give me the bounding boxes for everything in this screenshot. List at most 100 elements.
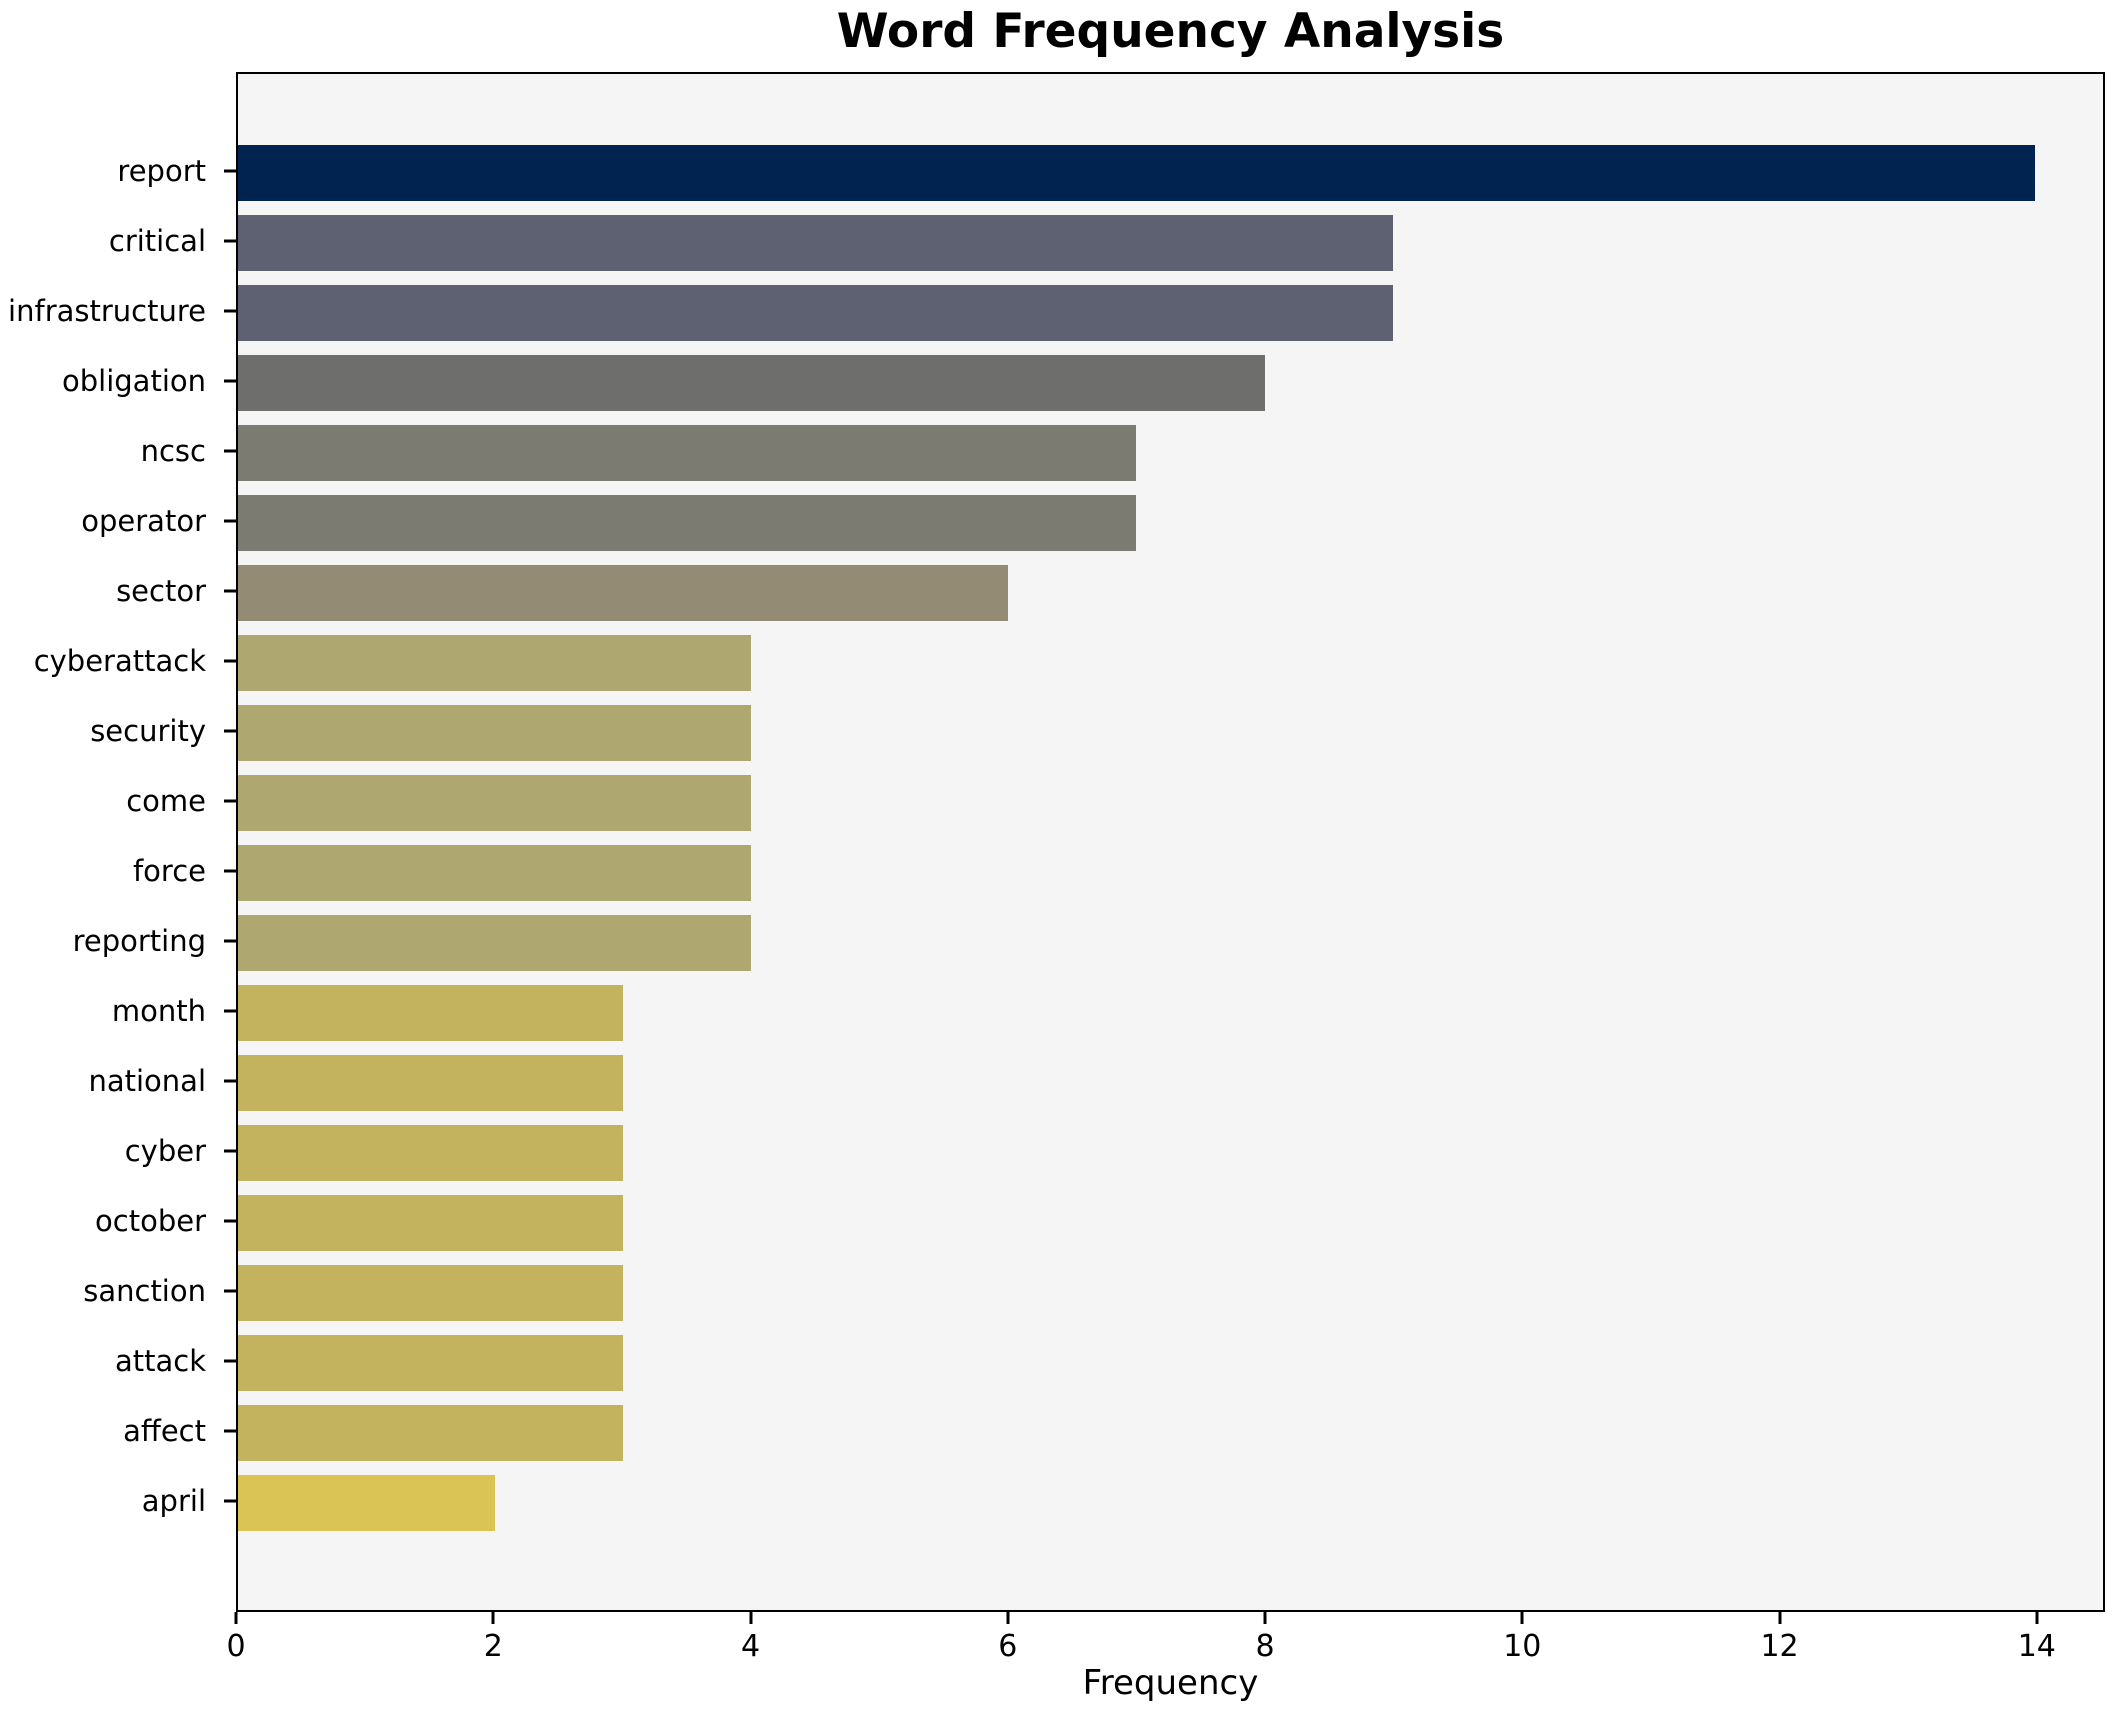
y-tick-mark: [224, 449, 236, 453]
y-tick-mark: [224, 799, 236, 803]
chart-title: Word Frequency Analysis: [836, 4, 1505, 59]
y-tick-mark: [224, 239, 236, 243]
bar-row-april: [238, 1468, 2103, 1538]
bar-april: [238, 1475, 495, 1531]
bar-security: [238, 705, 752, 761]
bar-row-operator: [238, 488, 2103, 558]
bar-row-sector: [238, 558, 2103, 628]
bar-sector: [238, 565, 1009, 621]
bar-attack: [238, 1335, 624, 1391]
bar-row-come: [238, 768, 2103, 838]
y-tick-label-attack: attack: [114, 1344, 206, 1378]
x-axis: 0 2 4 6 8 10 12 14: [226, 1612, 2105, 1722]
bar-cyberattack: [238, 635, 752, 691]
y-tick-mark: [224, 1359, 236, 1363]
bar-row-month: [238, 978, 2103, 1048]
y-tick-label-april: april: [141, 1484, 206, 1518]
x-tick-label-12: 12: [1760, 1629, 1799, 1664]
y-tick-label-sector: sector: [116, 574, 206, 608]
y-tick-mark: [224, 309, 236, 313]
bar-come: [238, 775, 752, 831]
bar-obligation: [238, 355, 1265, 411]
x-tick-mark: [1778, 1612, 1782, 1624]
bar-national: [238, 1055, 624, 1111]
y-axis: report critical infrastructure obligation nc…: [0, 72, 236, 1612]
y-tick-mark: [224, 589, 236, 593]
y-tick-label-national: national: [88, 1064, 206, 1098]
x-tick-label-6: 6: [998, 1629, 1018, 1664]
y-tick-label-reporting: reporting: [72, 924, 206, 958]
bar-reporting: [238, 915, 752, 971]
y-tick-mark: [224, 169, 236, 173]
x-tick-mark: [1006, 1612, 1010, 1624]
bar-sanction: [238, 1265, 624, 1321]
bar-row-report: [238, 138, 2103, 208]
y-tick-label-critical: critical: [108, 224, 206, 258]
bar-row-security: [238, 698, 2103, 768]
y-tick-mark: [224, 729, 236, 733]
y-tick-label-infrastructure: infrastructure: [8, 294, 206, 328]
x-tick-label-8: 8: [1255, 1629, 1275, 1664]
bar-row-attack: [238, 1328, 2103, 1398]
x-tick-mark: [1263, 1612, 1267, 1624]
bar-critical: [238, 215, 1394, 271]
x-tick-label-14: 14: [2017, 1629, 2056, 1664]
y-tick-label-come: come: [126, 784, 206, 818]
y-tick-mark: [224, 1289, 236, 1293]
bar-row-national: [238, 1048, 2103, 1118]
y-tick-label-affect: affect: [123, 1414, 206, 1448]
y-tick-mark: [224, 1219, 236, 1223]
y-tick-label-ncsc: ncsc: [140, 434, 206, 468]
bar-row-infrastructure: [238, 278, 2103, 348]
y-tick-label-cyberattack: cyberattack: [33, 644, 206, 678]
bar-operator: [238, 495, 1137, 551]
y-tick-mark: [224, 1429, 236, 1433]
y-tick-mark: [224, 1149, 236, 1153]
bar-row-cyber: [238, 1118, 2103, 1188]
x-tick-label-2: 2: [483, 1629, 503, 1664]
y-tick-mark: [224, 1009, 236, 1013]
x-tick-label-4: 4: [740, 1629, 761, 1664]
bar-row-cyberattack: [238, 628, 2103, 698]
y-tick-mark: [224, 379, 236, 383]
y-tick-label-force: force: [132, 854, 206, 888]
bar-row-reporting: [238, 908, 2103, 978]
y-tick-label-security: security: [90, 714, 206, 748]
x-tick-label-0: 0: [226, 1629, 246, 1664]
x-tick-mark: [749, 1612, 753, 1624]
bar-row-sanction: [238, 1258, 2103, 1328]
bar-october: [238, 1195, 624, 1251]
y-tick-mark: [224, 1079, 236, 1083]
bar-report: [238, 145, 2035, 201]
bar-row-october: [238, 1188, 2103, 1258]
bar-row-obligation: [238, 348, 2103, 418]
y-tick-label-month: month: [111, 994, 206, 1028]
y-tick-label-sanction: sanction: [83, 1274, 206, 1308]
y-tick-label-report: report: [117, 154, 206, 188]
x-tick-mark: [491, 1612, 495, 1624]
x-tick-mark: [2035, 1612, 2039, 1624]
x-tick-mark: [1520, 1612, 1524, 1624]
y-tick-label-cyber: cyber: [124, 1134, 206, 1168]
y-tick-label-obligation: obligation: [62, 364, 206, 398]
bar-infrastructure: [238, 285, 1394, 341]
y-tick-mark: [224, 519, 236, 523]
bar-affect: [238, 1405, 624, 1461]
bar-row-ncsc: [238, 418, 2103, 488]
y-tick-mark: [224, 869, 236, 873]
bar-force: [238, 845, 752, 901]
x-tick-label-10: 10: [1503, 1629, 1542, 1664]
bar-month: [238, 985, 624, 1041]
bar-row-affect: [238, 1398, 2103, 1468]
bars-container: [238, 74, 2103, 1610]
y-tick-mark: [224, 1499, 236, 1503]
bar-row-critical: [238, 208, 2103, 278]
bar-cyber: [238, 1125, 624, 1181]
y-tick-label-october: october: [95, 1204, 206, 1238]
x-tick-mark: [234, 1612, 238, 1624]
plot-area: [236, 72, 2105, 1612]
bar-ncsc: [238, 425, 1137, 481]
y-tick-mark: [224, 659, 236, 663]
y-tick-mark: [224, 939, 236, 943]
